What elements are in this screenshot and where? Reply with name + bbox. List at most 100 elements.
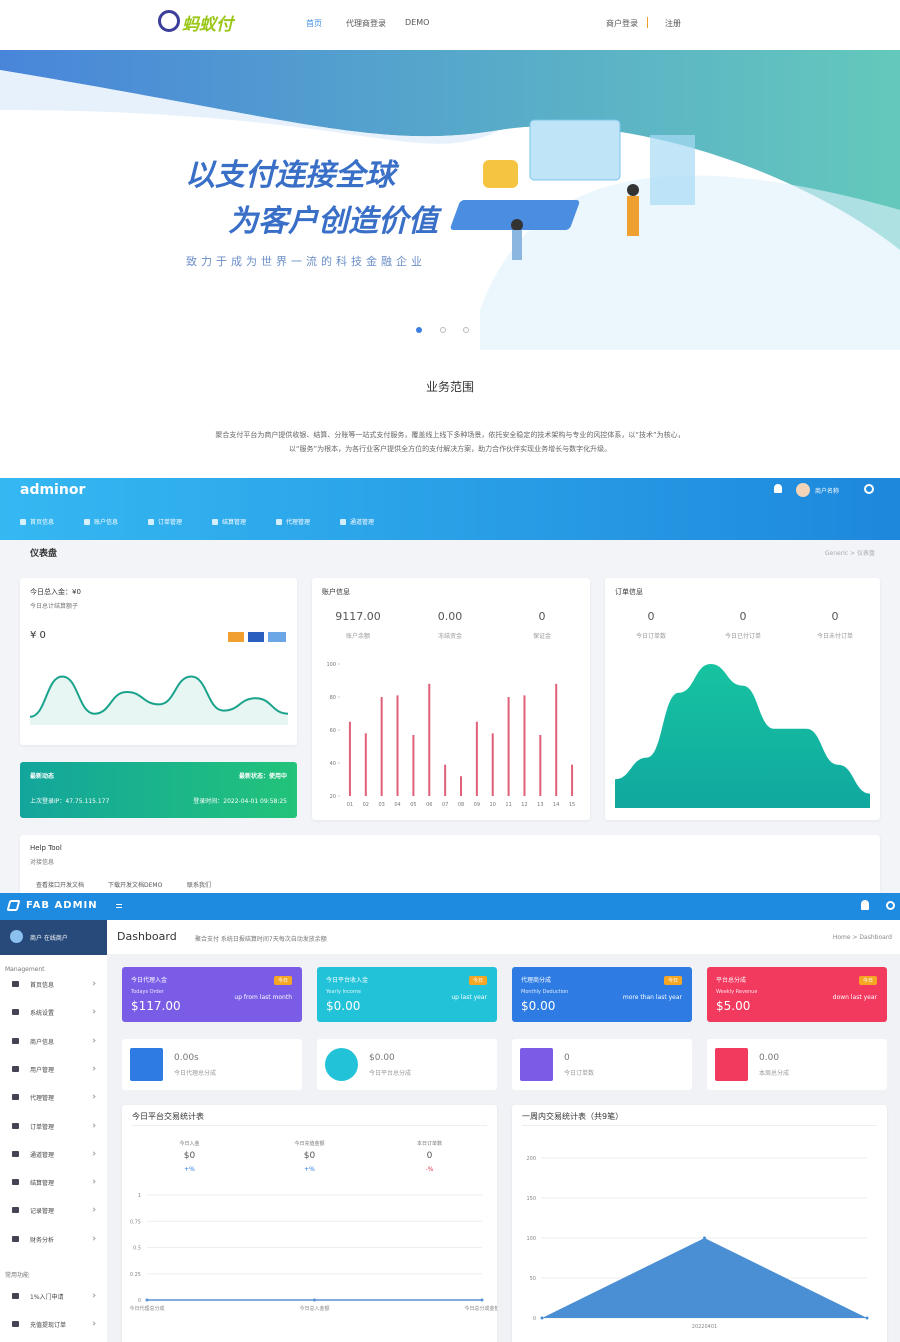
stat-value: $0 [183,1151,196,1161]
menu-item[interactable]: 用户管理 [30,1066,55,1074]
menu-icon [84,519,90,525]
trend: down last year [832,994,877,1001]
nav-link[interactable]: DEMO [405,18,430,27]
title-bar: Dashboard 聚合支付 系统日报结算时间7天每次自动发放余额 Home >… [107,920,900,954]
menu-item[interactable]: 首页信息 [30,519,55,526]
menu-item[interactable]: 结算管理 [222,519,247,526]
card-title: 代理商分成 [521,977,552,984]
breadcrumb: Home > Dashboard [832,934,892,941]
nav-link[interactable]: 代理商登录 [346,19,386,28]
chevron [91,1179,96,1184]
login-ip: 上次登录IP：47.75.115.177 [30,798,110,805]
menu-icon [12,1321,19,1327]
chevron [91,1293,96,1298]
menu-item[interactable]: 系统设置 [30,1010,55,1018]
menu-toggle[interactable] [116,904,122,908]
menu-item[interactable]: 首页信息 [30,982,55,989]
stat-label: 账户余额 [345,633,370,640]
menu-item[interactable]: 1%入门申请 [30,1294,64,1301]
x-tick-label: 14 [553,802,559,808]
card-subtitle: 对接信息 [30,859,55,866]
card-sub: Yearly Income [326,989,361,995]
bar [571,764,574,796]
stat-value: $0 [303,1151,316,1161]
bar [380,697,383,796]
account-card: 账户信息 20 40 60 80 100 01 02 03 04 05 06 07 08 09 10 11 12… [312,578,590,820]
y-tick-label: 0.5 [133,1246,141,1252]
adminor: adminor 商户名称 首页信息 账户信息 订单管理 结算管理 代理管理 通道管理 仪表… [0,478,900,893]
menu-item[interactable]: 代理管理 [30,1095,55,1103]
page-subtitle: 聚合支付 系统日报结算时间7天每次自动发放余额 [195,936,327,943]
sidebar: 商户 在线商户 Management 常用功能 首页信息 系统设置 商户信息 用户管理… [0,920,107,1342]
status: 最新状态：使用中 [238,773,287,780]
card-value: $0.00 [521,999,556,1013]
card-title: 一周内交易统计表（共9笔） [522,1112,624,1121]
logo[interactable]: 蚂蚁付 [182,15,233,35]
settings-icon[interactable] [864,484,874,494]
line-fill [30,676,288,725]
menu-item[interactable]: 财务分析 [30,1236,55,1244]
nav-link[interactable]: 注册 [665,19,681,28]
user-icon[interactable] [861,900,869,910]
slider-dot[interactable] [416,327,422,333]
logo[interactable]: adminor [20,482,86,498]
bar [507,697,510,796]
menu-item[interactable]: 记录管理 [30,1208,55,1216]
menu-item[interactable]: 代理管理 [286,519,311,526]
menu-item[interactable]: 订单管理 [158,519,183,526]
mini-value: 0 [564,1053,570,1063]
link[interactable]: 下载开发文档DEMO [108,882,163,889]
menu-item[interactable]: 充值提现订单 [30,1322,67,1329]
line [29,675,289,718]
x-tick-label: 02 [363,802,369,808]
mini-card: 0.00 本周总分成 [707,1039,887,1090]
nav-link[interactable]: 商户登录 [606,19,638,28]
menu-item[interactable]: 商户信息 [30,1038,55,1046]
menu-item[interactable]: 结算管理 [30,1180,55,1188]
point [145,1298,149,1302]
menu-item[interactable]: 通道管理 [30,1151,55,1159]
slider-dot[interactable] [463,327,469,333]
link[interactable]: 联系我们 [187,882,212,889]
menu-icon [212,519,218,525]
slider-dot[interactable] [440,327,446,333]
x-tick-label: 今日代理总分成 [129,1305,164,1312]
banner-slogan: 致力于成为世界一流的科技金融企业 [186,255,426,268]
bar [475,721,478,796]
link[interactable]: 查看接口开发文档 [36,882,85,889]
card-value: $0.00 [326,999,361,1013]
stat-value: 0 [647,610,655,623]
bar [523,695,526,796]
nav-link[interactable]: 首页 [306,19,322,28]
x-tick-label: 今日总分成金额 [464,1305,497,1312]
point [480,1298,484,1302]
x-tick-label: 03 [378,802,384,808]
logo[interactable]: FAB ADMIN [26,900,98,911]
adminor-header: adminor 商户名称 首页信息 账户信息 订单管理 结算管理 代理管理 通道管理 [0,478,900,540]
chevron [91,1037,96,1043]
stat-card: 今日代理入金 Todays Order $117.00 今日 up from last … [122,967,302,1022]
trend: up last year [451,994,487,1001]
y-tick-label: 0 [533,1316,536,1322]
bell-icon[interactable] [774,484,782,493]
chart-card: 今日平台交易统计表 0 0.25 0.5 0.75 1 今日代理总分成 今日总入金额 今日总分… [122,1105,497,1342]
avatar[interactable] [796,483,810,497]
stat-card: 今日平台收入金 Yearly Income $0.00 今日 up last year [317,967,497,1022]
settings-icon[interactable] [886,901,895,910]
chevron [91,1236,96,1241]
card-title: Help Tool [30,844,62,852]
y-tick-label: 80 [330,695,336,701]
user-name[interactable]: 商户名称 [815,488,840,495]
stat-label: 冻结资金 [437,633,462,640]
menu-item[interactable]: 账户信息 [94,519,119,526]
icon [130,1048,163,1081]
bar-chart: 20 40 60 80 100 01 02 03 04 05 06 07 08 09 10 11 12 13 14 1… [326,662,575,808]
stat-value: 0 [739,610,747,623]
chevron [91,1094,96,1099]
menu-item[interactable]: 通道管理 [350,519,375,526]
stat-label: 本日订单数 [416,1141,442,1147]
chart-card: 一周内交易统计表（共9笔） 0 50 100 150 200 20220401 [512,1105,887,1342]
stat-card: 代理商分成 Monthly Deduction $0.00 今日 more than l… [512,967,692,1022]
menu-item[interactable]: 订单管理 [30,1123,55,1131]
fab-header: FAB ADMIN [0,893,900,920]
